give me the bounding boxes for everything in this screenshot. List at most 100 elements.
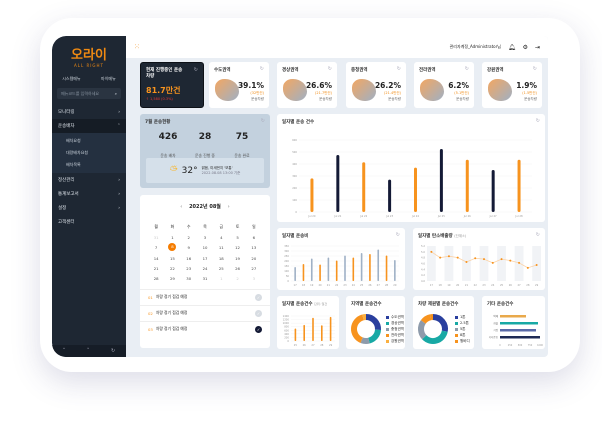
calendar-day[interactable]: 2	[236, 276, 239, 281]
other-shipments-card: 기타 운송건수 택배 화물 기업 기타운송 0 250 500 750 1000	[482, 296, 545, 349]
calendar-day[interactable]: 13	[251, 245, 257, 250]
chevron-right-icon: ›	[118, 177, 120, 183]
calendar-day[interactable]: 16	[186, 256, 192, 261]
sidebar-item-settings[interactable]: 설정 ›	[58, 205, 120, 212]
apps-grid-icon[interactable]: ⁙	[134, 43, 140, 51]
calendar-day[interactable]: 19	[235, 256, 240, 261]
calendar-day[interactable]: 23	[186, 266, 192, 271]
x-tick-label: 28	[320, 343, 324, 347]
data-point	[483, 258, 485, 261]
gear-icon[interactable]: ⚙	[522, 43, 528, 51]
check-icon[interactable]: ✓	[255, 309, 262, 317]
bar	[335, 260, 338, 281]
calendar-day[interactable]: 1	[220, 276, 223, 281]
tab-my-menu[interactable]: 마이메뉴	[101, 76, 116, 81]
calendar-day[interactable]: 11	[218, 245, 224, 250]
refresh-icon[interactable]: ↻	[464, 66, 469, 72]
sidebar-item-support[interactable]: 고객센터	[58, 220, 75, 225]
refresh-icon[interactable]: ↻	[110, 348, 116, 354]
sidebar-item-settlement[interactable]: 정산관리 ›	[58, 177, 120, 184]
calendar-day[interactable]: 3	[252, 276, 256, 281]
calendar-day[interactable]: 3	[203, 235, 207, 240]
chevron-down-icon[interactable]: ˅	[86, 348, 90, 354]
task-item[interactable]: 01 차량 정기 점검 예정 ✓	[140, 289, 270, 304]
bar	[310, 258, 313, 281]
sidebar-item-reports[interactable]: 통계보고서 ›	[58, 191, 120, 198]
calendar-day[interactable]: 28	[153, 276, 159, 281]
next-month-button[interactable]: ›	[227, 204, 230, 210]
calendar-day[interactable]: 5	[236, 235, 239, 240]
weekday-label: 수	[186, 224, 191, 229]
x-tick-label: Jul 24	[411, 214, 419, 218]
weather-widget: ⛅︎ 32° 맑음, 미세먼지 '보통' 2022.08.08 13:00 기준	[146, 158, 264, 183]
sidebar-item-dispatch[interactable]: 운송배차 ˄	[52, 119, 126, 133]
daily-cost-card: 일자별 운송비 ↻ 0 50 100 150 200 250 300 350 17 18 19 20 21…	[277, 228, 405, 290]
calendar-day[interactable]: 22	[170, 266, 175, 271]
daily-carbon-card: 일자별 탄소배출량 (단위:t) ↻ 17 18 19 20 21 22 23 24 25 26 27…	[413, 228, 545, 290]
calendar-day[interactable]: 8	[164, 243, 180, 251]
calendar-day[interactable]: 9	[187, 245, 190, 250]
region-card: 강원권역 ↻ 1.9% (1.5만건) 운송차량	[482, 62, 542, 108]
sidebar-subitem[interactable]: 배차목록	[66, 162, 81, 167]
refresh-icon[interactable]: ↻	[395, 232, 400, 238]
refresh-icon[interactable]: ↻	[535, 232, 540, 238]
bar	[329, 316, 332, 341]
calendar-day[interactable]: 21	[153, 266, 159, 271]
calendar-day[interactable]: 30	[186, 276, 192, 281]
refresh-icon[interactable]: ↻	[396, 66, 401, 72]
calendar-day[interactable]: 29	[170, 276, 175, 281]
calendar-day[interactable]: 31	[202, 276, 208, 281]
check-icon[interactable]: ✓	[255, 325, 262, 333]
x-tick-label: Jul 27	[489, 214, 497, 218]
calendar-day[interactable]: 15	[170, 256, 175, 261]
calendar-day[interactable]: 26	[235, 266, 240, 271]
calendar-day[interactable]: 14	[153, 256, 159, 261]
check-icon[interactable]: ✓	[255, 293, 262, 301]
prev-month-button[interactable]: ‹	[180, 204, 183, 210]
calendar-day[interactable]: 12	[235, 245, 240, 250]
search-icon[interactable]: ⌕	[114, 91, 117, 96]
refresh-icon[interactable]: ↻	[259, 66, 264, 72]
notification-icon[interactable]: 🔔︎	[507, 43, 516, 51]
tab-system-menu[interactable]: 시스템메뉴	[62, 76, 81, 81]
refresh-icon[interactable]: ↻	[535, 118, 540, 124]
calendar-day[interactable]: 27	[251, 266, 257, 271]
calendar-day[interactable]: 4	[220, 235, 223, 240]
calendar-day[interactable]: 18	[218, 256, 224, 261]
task-item[interactable]: 02 차량 정기 점검 예정 ✓	[140, 305, 270, 320]
calendar-day[interactable]: 2	[187, 235, 190, 240]
refresh-icon[interactable]: ↻	[327, 66, 332, 72]
refresh-icon[interactable]: ↻	[260, 118, 265, 124]
user-name[interactable]: 관리자계정_Administrator님	[449, 44, 501, 49]
data-point	[535, 263, 538, 266]
calendar-day[interactable]: 1	[171, 235, 174, 240]
calendar-day[interactable]: 20	[251, 256, 257, 261]
bar	[294, 267, 296, 281]
logo-subtitle: ALL RIGHT	[74, 63, 104, 68]
y-tick-label: 0	[287, 279, 289, 283]
calendar-day[interactable]: 17	[202, 256, 208, 261]
calendar-day[interactable]: 10	[202, 245, 208, 250]
y-tick-label: 기업	[493, 328, 498, 332]
sidebar-subitem[interactable]: 대량배차요청	[66, 150, 89, 155]
refresh-icon[interactable]: ↻	[193, 67, 198, 73]
refresh-icon[interactable]: ↻	[532, 66, 537, 72]
sidebar-subitem[interactable]: 배차요청	[66, 138, 81, 143]
chevron-up-icon[interactable]: ˄	[62, 348, 66, 354]
bar	[319, 264, 321, 281]
bar	[500, 336, 540, 339]
menu-search[interactable]: 메뉴코드를 입력하세요 ⌕	[57, 88, 121, 99]
y-tick-label: 400	[284, 332, 289, 336]
logout-icon[interactable]: ⇥	[534, 43, 540, 51]
search-input[interactable]: 메뉴코드를 입력하세요	[61, 90, 100, 96]
task-item[interactable]: 03 차량 정기 점검 예정 ✓	[140, 321, 270, 336]
calendar-day[interactable]: 25	[218, 266, 224, 271]
calendar-day[interactable]: 7	[154, 245, 158, 250]
x-tick-label: 250	[508, 344, 513, 347]
calendar-day[interactable]: 31	[153, 235, 159, 240]
donut-slice	[420, 314, 432, 324]
sidebar-item-monitoring[interactable]: 모니터링 ›	[58, 109, 120, 116]
bar	[394, 260, 396, 281]
calendar-day[interactable]: 6	[252, 235, 256, 240]
calendar-day[interactable]: 24	[202, 266, 208, 271]
